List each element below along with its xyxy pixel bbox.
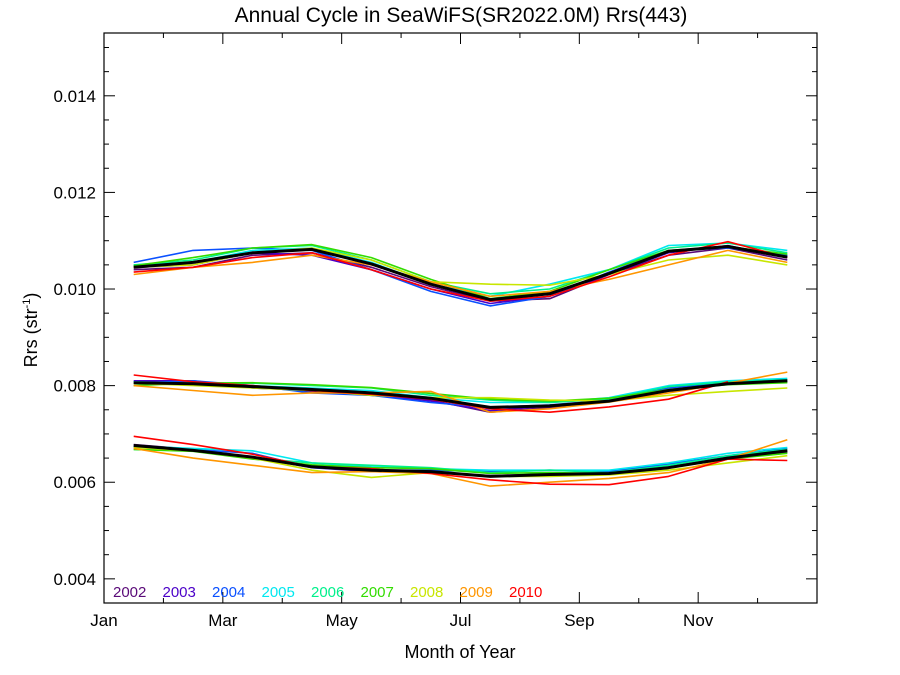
x-tick-label: Mar <box>208 611 238 630</box>
series-2008-line-0 <box>133 247 788 286</box>
mean-line-2 <box>133 444 788 478</box>
series-2009-line-2 <box>133 438 788 487</box>
y-tick-label: 0.006 <box>53 473 96 492</box>
series-2010-line-2 <box>133 435 788 486</box>
mean-line-0 <box>133 245 788 302</box>
y-axis-label: Rrs (str-1) <box>21 293 41 368</box>
legend-item-2010: 2010 <box>509 584 542 601</box>
series-2009-line-0 <box>133 249 788 298</box>
legend: 2002 2003 2004 2005 2006 2007 2008 2009 2010 <box>113 584 542 601</box>
x-tick-label: Nov <box>683 611 714 630</box>
chart-title: Annual Cycle in SeaWiFS(SR2022.0M) Rrs(4… <box>235 4 688 27</box>
y-axis-label-main: Rrs (str <box>21 308 41 367</box>
x-axis-label: Month of Year <box>404 642 515 662</box>
mean-line-1 <box>133 379 788 409</box>
x-tick-label: Sep <box>564 611 594 630</box>
series-2002-line-0 <box>133 247 788 302</box>
y-axis-label-close: ) <box>21 293 41 299</box>
x-tick-label: May <box>326 611 359 630</box>
legend-item-2009: 2009 <box>460 584 493 601</box>
y-axis-label-sup: -1 <box>21 299 33 309</box>
y-tick-label: 0.004 <box>53 570 96 589</box>
y-tick-label: 0.010 <box>53 280 96 299</box>
y-tick-label: 0.014 <box>53 87 96 106</box>
series-2005-line-2 <box>133 445 788 471</box>
x-tick-label: Jul <box>450 611 472 630</box>
legend-item-2007: 2007 <box>361 584 394 601</box>
legend-item-2006: 2006 <box>311 584 344 601</box>
series-2005-line-0 <box>133 242 788 298</box>
y-tick-label: 0.012 <box>53 183 96 202</box>
plot-frame <box>103 32 818 604</box>
x-tick-label: Jan <box>90 611 117 630</box>
ticks-layer: Jan Mar May Jul Sep Nov 0.004 0.006 0.008 0.010 0.… <box>53 33 818 630</box>
legend-item-2003: 2003 <box>163 584 196 601</box>
series-2010-line-0 <box>133 240 788 302</box>
series-layer <box>133 240 788 487</box>
legend-item-2002: 2002 <box>113 584 146 601</box>
legend-item-2005: 2005 <box>262 584 295 601</box>
legend-item-2004: 2004 <box>212 584 245 601</box>
legend-item-2008: 2008 <box>410 584 443 601</box>
series-2005-line-1 <box>133 377 788 404</box>
y-tick-label: 0.008 <box>53 377 96 396</box>
